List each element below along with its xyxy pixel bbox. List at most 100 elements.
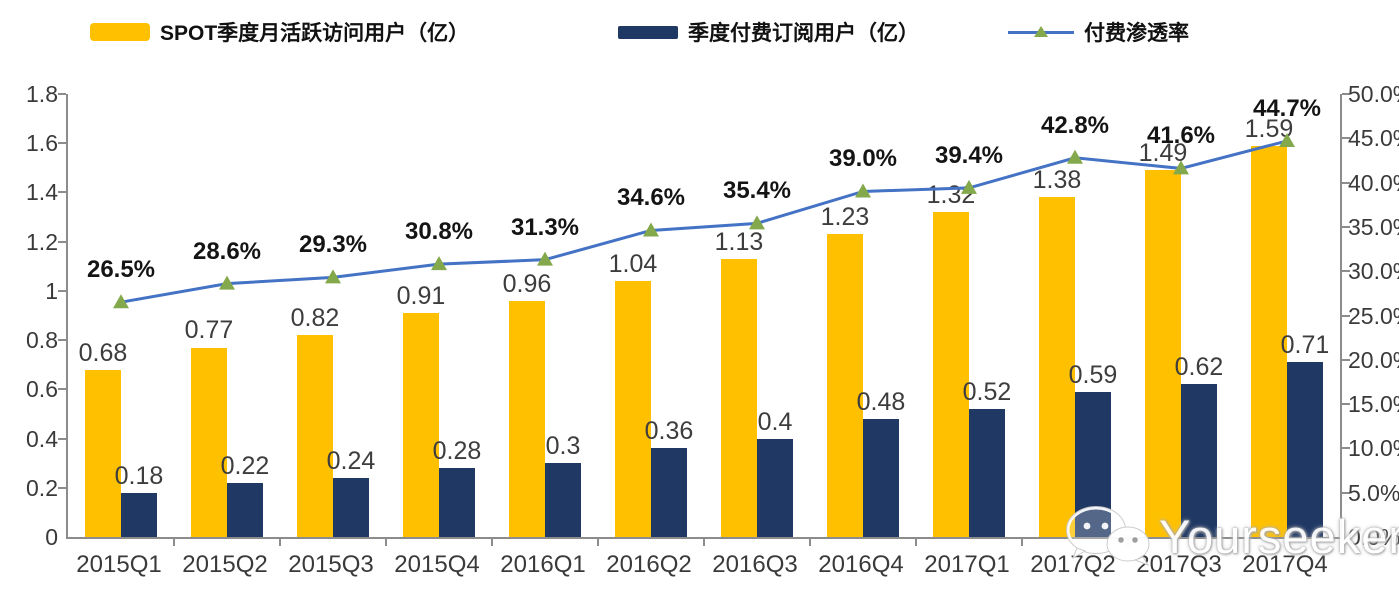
bar-value-label-subscribers: 0.71: [1280, 331, 1330, 360]
x-axis-tick: [1021, 539, 1023, 546]
bar-value-label-mau: 1.49: [1138, 139, 1188, 168]
bar-subscribers: [651, 448, 687, 537]
right-axis-tick: [1342, 358, 1350, 361]
x-axis-tick: [279, 539, 281, 546]
x-axis-category-label: 2015Q4: [394, 551, 480, 578]
triangle-marker-icon: [1067, 149, 1083, 164]
bar-mau: [191, 347, 227, 537]
bar-value-label-mau: 0.77: [184, 316, 234, 345]
triangle-marker-icon: [325, 269, 341, 284]
bar-value-label-subscribers: 0.48: [856, 387, 906, 416]
right-axis-tick-label: 30.0%: [1348, 258, 1399, 285]
left-axis-tick: [58, 191, 66, 194]
bar-subscribers: [227, 482, 263, 537]
bar-mau: [827, 234, 863, 537]
bar-value-label-subscribers: 0.59: [1068, 360, 1118, 389]
x-axis-category-label: 2015Q1: [76, 551, 162, 578]
left-axis-tick: [58, 93, 66, 95]
legend-label-subscribers: 季度付费订阅用户（亿）: [688, 22, 919, 45]
left-axis-tick: [58, 486, 66, 489]
x-axis-category-label: 2017Q4: [1242, 551, 1328, 578]
bar-value-label-subscribers: 0.62: [1174, 353, 1224, 382]
right-axis-tick-label: 0.0%: [1348, 524, 1399, 550]
penetration-value-label: 41.6%: [1146, 122, 1216, 150]
bar-mau: [721, 258, 757, 537]
bar-value-label-subscribers: 0.18: [114, 461, 164, 490]
left-axis-tick-label: 1.4: [26, 179, 58, 206]
subscribers-bar-swatch-icon: [618, 25, 678, 39]
bar-subscribers: [439, 468, 475, 537]
x-axis-tick: [809, 539, 811, 546]
right-axis-tick: [1342, 225, 1350, 228]
right-axis-tick: [1342, 137, 1350, 140]
triangle-marker-icon: [749, 215, 765, 230]
legend-item-mau: SPOT季度月活跃访问用户（亿）: [90, 14, 469, 50]
right-axis-tick: [1342, 181, 1350, 184]
x-axis-category-label: 2016Q3: [712, 551, 798, 578]
penetration-value-label: 28.6%: [192, 237, 262, 265]
watermark-text: Yourseeker: [1158, 509, 1399, 563]
penetration-value-label: 39.4%: [934, 141, 1004, 169]
penetration-value-label: 42.8%: [1040, 111, 1110, 139]
penetration-value-label: 34.6%: [616, 184, 686, 212]
right-axis-tick-label: 45.0%: [1348, 125, 1399, 152]
bar-mau: [615, 281, 651, 537]
watermark: Yourseeker: [1063, 504, 1399, 568]
x-axis-category-label: 2016Q2: [606, 551, 692, 578]
right-axis-tick: [1342, 270, 1350, 273]
x-axis-tick: [915, 539, 917, 546]
legend-label-penetration: 付费渗透率: [1084, 22, 1189, 45]
bar-mau: [297, 335, 333, 537]
penetration-value-label: 26.5%: [86, 256, 156, 284]
right-axis-tick-label: 15.0%: [1348, 391, 1399, 418]
right-axis-tick: [1342, 93, 1350, 95]
legend-item-subscribers: 季度付费订阅用户（亿）: [618, 14, 919, 50]
plot-area: 0.68 0.18 0.77 0.22 0.82 0.24 0.91 0.28 0.96 0.3 1…: [58, 93, 1350, 546]
bar-subscribers: [969, 409, 1005, 537]
legend-item-penetration: 付费渗透率: [1008, 14, 1189, 50]
bar-subscribers: [863, 418, 899, 537]
bar-value-label-subscribers: 0.36: [644, 417, 694, 446]
triangle-marker-icon: [113, 294, 129, 309]
bar-value-label-mau: 0.82: [290, 304, 340, 333]
right-axis-tick-label: 50.0%: [1348, 81, 1399, 107]
penetration-value-label: 31.3%: [510, 213, 580, 241]
bar-mau: [933, 212, 969, 537]
right-axis-tick: [1342, 447, 1350, 450]
bar-value-label-mau: 1.13: [714, 227, 764, 256]
left-axis-tick-label: 0.8: [26, 327, 58, 354]
bar-mau: [509, 300, 545, 537]
x-axis-category-label: 2016Q4: [818, 551, 904, 578]
triangle-marker-icon: [855, 183, 871, 198]
bar-value-label-subscribers: 0.28: [432, 437, 482, 466]
right-axis-tick: [1342, 491, 1350, 494]
bar-mau: [1039, 197, 1075, 537]
right-axis-tick-label: 10.0%: [1348, 435, 1399, 462]
penetration-value-label: 44.7%: [1252, 94, 1322, 122]
bar-subscribers: [545, 463, 581, 537]
bar-mau: [1145, 170, 1181, 537]
triangle-marker-icon: [431, 256, 447, 271]
x-axis-tick: [1233, 539, 1235, 546]
x-axis-category-label: 2015Q3: [288, 551, 374, 578]
left-axis-tick-label: 1.2: [26, 228, 58, 255]
x-axis-tick: [597, 539, 599, 546]
x-axis-category-label: 2015Q2: [182, 551, 268, 578]
bar-value-label-mau: 1.04: [608, 250, 658, 279]
right-axis-tick: [1342, 314, 1350, 317]
bar-value-label-mau: 1.23: [820, 203, 870, 232]
bar-subscribers: [757, 438, 793, 537]
left-axis-tick-label: 0: [45, 524, 58, 550]
bar-value-label-subscribers: 0.52: [962, 378, 1012, 407]
triangle-marker-icon: [1279, 132, 1295, 147]
penetration-line-swatch-icon: [1008, 25, 1074, 39]
penetration-value-label: 30.8%: [404, 218, 474, 246]
triangle-marker-icon: [537, 251, 553, 266]
right-axis-tick-label: 35.0%: [1348, 213, 1399, 240]
x-axis-tick: [491, 539, 493, 546]
left-axis-tick-label: 1.6: [26, 130, 58, 157]
x-axis-category-label: 2017Q3: [1136, 551, 1222, 578]
bar-value-label-mau: 0.68: [78, 338, 128, 367]
bar-mau: [85, 369, 121, 537]
